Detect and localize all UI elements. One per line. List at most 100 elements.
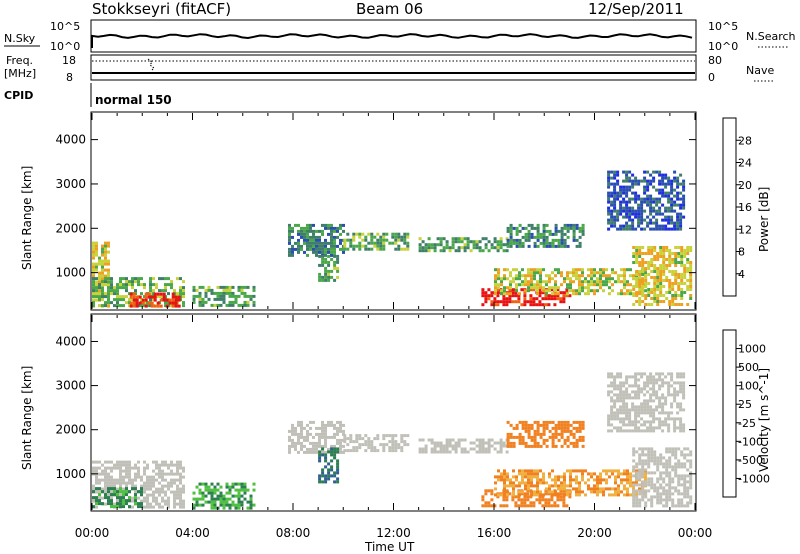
power-cell: [171, 304, 175, 308]
velocity-cell: [643, 372, 647, 376]
velocity-cell: [539, 478, 542, 482]
velocity-cell: [249, 500, 253, 504]
power-cell: [637, 215, 641, 219]
power-cell: [619, 188, 623, 192]
velocity-cell: [527, 469, 530, 473]
velocity-cell: [327, 423, 330, 427]
velocity-cell: [646, 402, 650, 406]
velocity-cell: [643, 393, 647, 397]
velocity-cell: [566, 438, 570, 442]
velocity-cell: [490, 498, 494, 502]
velocity-cell: [545, 423, 549, 427]
power-cell: [677, 285, 681, 288]
velocity-cell: [634, 420, 638, 424]
velocity-cell: [104, 481, 107, 485]
velocity-cell: [107, 460, 110, 464]
velocity-cell: [539, 490, 542, 494]
velocity-cell: [182, 490, 185, 494]
power-cell: [668, 303, 672, 306]
velocity-cell: [544, 504, 548, 508]
velocity-cell: [490, 489, 494, 493]
power-cell: [436, 237, 440, 241]
power-cell: [306, 238, 309, 242]
power-cell: [623, 292, 626, 296]
velocity-cell: [563, 493, 566, 497]
velocity-cell: [533, 438, 537, 442]
velocity-cell: [640, 390, 644, 394]
power-cell: [542, 235, 546, 239]
velocity-cell: [628, 417, 632, 421]
velocity-cell: [623, 469, 626, 473]
power-cell: [515, 268, 518, 272]
velocity-cell: [110, 466, 113, 470]
power-cell: [445, 246, 449, 250]
power-cell: [234, 294, 238, 298]
velocity-cell: [152, 499, 155, 503]
power-cell: [679, 182, 683, 186]
velocity-cell: [641, 459, 645, 463]
velocity-cell: [134, 475, 137, 479]
velocity-cell: [460, 447, 464, 451]
velocity-cell: [575, 493, 578, 497]
velocity-cell: [210, 494, 214, 498]
velocity-cell: [566, 435, 570, 439]
velocity-cell: [610, 411, 614, 415]
power-cell: [635, 291, 639, 294]
power-panel-frame: [90, 111, 697, 311]
power-cell: [680, 297, 684, 300]
power-cell: [297, 241, 300, 245]
power-cell: [683, 255, 687, 258]
power-cell: [496, 246, 500, 250]
velocity-cell: [619, 408, 623, 412]
power-cell: [587, 286, 590, 290]
velocity-cell: [659, 456, 663, 460]
power-cell: [683, 291, 687, 294]
velocity-cell: [608, 469, 611, 473]
power-cell: [222, 285, 226, 289]
velocity-cell: [581, 472, 584, 476]
velocity-cell: [637, 405, 641, 409]
velocity-cell: [107, 475, 110, 479]
power-cell: [503, 274, 506, 278]
power-cell: [195, 294, 199, 298]
velocity-cell: [610, 417, 614, 421]
power-cell: [518, 277, 521, 281]
velocity-cell: [556, 498, 560, 502]
power-cell: [496, 291, 500, 295]
velocity-cell: [665, 462, 669, 466]
power-cell: [527, 289, 530, 293]
velocity-cell: [355, 440, 359, 444]
velocity-cell: [315, 447, 318, 451]
velocity-cell: [689, 477, 693, 481]
power-cell: [333, 229, 336, 233]
power-cell: [670, 227, 674, 231]
velocity-cell: [98, 460, 101, 464]
velocity-cell: [638, 456, 642, 460]
power-cell: [140, 304, 143, 308]
velocity-cell: [515, 475, 518, 479]
power-cell: [613, 182, 617, 186]
velocity-cell: [309, 420, 312, 424]
power-cell: [536, 223, 540, 227]
power-cell: [622, 197, 626, 201]
power-cell: [92, 286, 95, 290]
velocity-cell: [677, 474, 681, 478]
velocity-cell: [179, 502, 182, 506]
velocity-cell: [530, 423, 534, 427]
velocity-cell: [619, 429, 623, 433]
power-cell: [610, 221, 614, 225]
velocity-cell: [628, 423, 632, 427]
velocity-cell: [655, 378, 659, 382]
velocity-region: [318, 447, 340, 484]
velocity-cell: [524, 481, 527, 485]
power-cell: [177, 295, 181, 299]
velocity-cell: [676, 411, 680, 415]
velocity-cell: [641, 480, 645, 484]
velocity-cell: [333, 474, 337, 478]
velocity-cell: [394, 443, 398, 447]
power-cell: [607, 218, 611, 222]
power-cell: [231, 294, 235, 298]
velocity-cell: [518, 441, 522, 445]
velocity-cell: [355, 449, 359, 453]
power-cell: [514, 291, 518, 295]
